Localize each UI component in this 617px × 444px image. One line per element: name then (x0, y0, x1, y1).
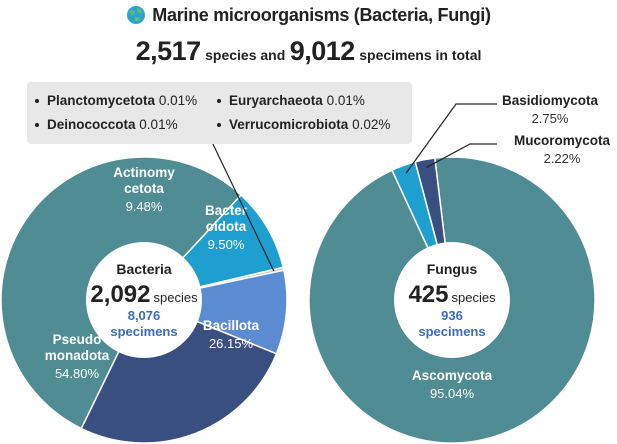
center-name: Fungus (427, 261, 478, 277)
center-specimen-unit: specimens (418, 324, 485, 339)
leader-line (426, 143, 497, 168)
slice-label: Bacillota (203, 318, 260, 333)
slice-label: monadota (45, 348, 110, 363)
slice-percent: 9.50% (208, 237, 245, 252)
legend-item: Verrucomicrobiota 0.02% (217, 117, 390, 132)
summary-line: 2,517 species and 9,012 specimens in tot… (0, 36, 617, 67)
slice-label: cetota (124, 181, 164, 196)
slice-bacteroidota (141, 269, 288, 355)
total-species-word: species and (205, 47, 286, 63)
legend-pct: 0.01% (326, 93, 365, 108)
slice-label: Actinomy (113, 165, 175, 180)
legend-pct: 0.02% (352, 117, 391, 132)
leader-line (405, 103, 497, 174)
bullet-icon (217, 123, 221, 128)
leader-line (211, 141, 275, 272)
globe-icon (127, 6, 146, 24)
slice-label: Ascomycota (412, 368, 493, 383)
slice-percent: 95.04% (430, 386, 475, 401)
total-specimen-count: 9,012 (289, 36, 356, 66)
center-species-count: 2,092 (90, 281, 150, 308)
leader-lines: Basidiomycota 2.75% Mucoromycota 2.22% (211, 93, 611, 272)
center-specimen-unit: specimens (110, 324, 177, 339)
legend-name: Planctomycetota (47, 93, 156, 108)
external-slice-label: Mucoromycota (514, 133, 611, 148)
slice-percent: 9.48% (126, 199, 163, 214)
legend-name: Deinococcota (47, 117, 136, 132)
slice-percent: 54.80% (55, 366, 100, 381)
bullet-icon (35, 123, 39, 128)
center-species-count: 425 (408, 281, 448, 308)
page-title: Marine microorganisms (Bacteria, Fungi) (152, 4, 491, 25)
slice-label: Bacter (205, 203, 248, 218)
total-species-count: 2,517 (135, 36, 202, 66)
center-species-unit: species (451, 290, 496, 305)
center-specimen-count: 936 (441, 308, 463, 323)
legend-name: Euryarchaeota (229, 93, 323, 108)
external-slice-label: Basidiomycota (502, 93, 599, 108)
legend-pct: 0.01% (139, 117, 178, 132)
minor-phyla-legend: Planctomycetota 0.01% Euryarchaeota 0.01… (27, 82, 412, 144)
slice-percent: 26.15% (209, 336, 254, 351)
legend-item: Euryarchaeota 0.01% (217, 93, 365, 108)
legend-item: Planctomycetota 0.01% (35, 93, 197, 108)
external-slice-percent: 2.75% (532, 111, 569, 126)
legend-name: Verrucomicrobiota (229, 117, 349, 132)
donut-hole (86, 242, 202, 358)
center-species-unit: species (153, 290, 198, 305)
center-species: 2,092 species (90, 281, 198, 308)
bullet-icon (35, 99, 39, 104)
title-row: Marine microorganisms (Bacteria, Fungi) (0, 3, 617, 27)
slice-label: oidota (206, 219, 247, 234)
total-specimen-word: specimens in total (359, 47, 482, 63)
external-slice-percent: 2.22% (544, 151, 581, 166)
bullet-icon (217, 99, 221, 104)
donut-hole (394, 242, 510, 358)
legend-item: Deinococcota 0.01% (35, 117, 178, 132)
slice-label: Pseudo (53, 332, 102, 347)
center-name: Bacteria (116, 261, 171, 277)
center-specimen-count: 8,076 (128, 308, 161, 323)
legend-pct: 0.01% (158, 93, 198, 108)
center-species: 425 species (408, 281, 496, 308)
